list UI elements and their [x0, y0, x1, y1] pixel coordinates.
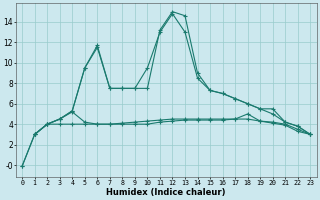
X-axis label: Humidex (Indice chaleur): Humidex (Indice chaleur): [107, 188, 226, 197]
